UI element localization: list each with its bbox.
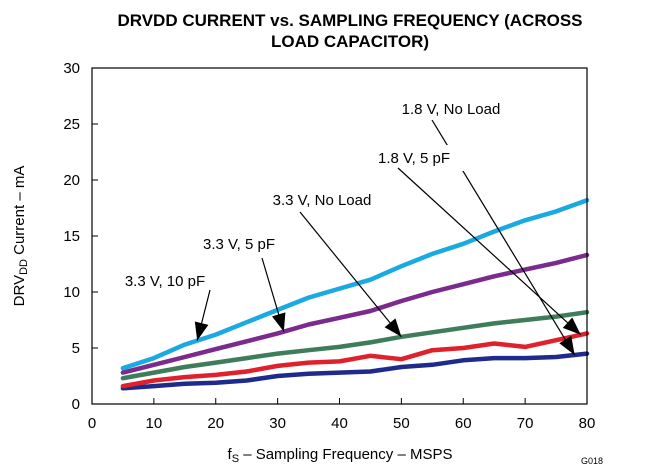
x-axis-label: fS – Sampling Frequency – MSPS [228, 446, 453, 465]
annotation-arrowhead-4 [194, 321, 209, 341]
annotation-arrowhead-1 [562, 317, 581, 335]
y-axis-label-sub: DD [18, 259, 30, 275]
y-tick-label-6: 30 [63, 60, 80, 77]
chart-title-line-1: DRVDD CURRENT vs. SAMPLING FREQUENCY (AC… [117, 11, 582, 30]
y-tick-label-0: 0 [72, 396, 80, 413]
y-tick-label-1: 5 [72, 340, 80, 357]
series-line-1 [120, 331, 590, 389]
y-tick-label-3: 15 [63, 228, 80, 245]
chart-title: DRVDD CURRENT vs. SAMPLING FREQUENCY (AC… [117, 11, 582, 51]
x-tick-label-3: 30 [269, 415, 286, 432]
annotation-leader-2 [299, 211, 402, 338]
x-tick-label-6: 60 [455, 415, 472, 432]
x-tick-label-2: 20 [207, 415, 224, 432]
plot-series [120, 197, 590, 391]
y-axis-label-main: DRV [11, 275, 28, 306]
series-annotations: 1.8 V, No Load 1.8 V, 5 pF 3.3 V, No Load 3… [113, 96, 582, 356]
x-tick-label-7: 70 [517, 415, 534, 432]
annotation-label-4: 3.3 V, 10 pF [125, 273, 205, 290]
annotation-label-3: 3.3 V, 5 pF [203, 236, 275, 253]
x-axis-label-sub: S [232, 453, 239, 465]
y-tick-label-2: 10 [63, 284, 80, 301]
x-axis-ticks: 0 10 20 30 40 50 60 70 80 [88, 398, 596, 432]
annotation-box-2 [256, 187, 388, 213]
x-axis-label-rest: – Sampling Frequency – MSPS [239, 446, 452, 463]
series-line-3 [120, 252, 590, 375]
y-axis-ticks: 0 5 10 15 20 25 30 [63, 60, 98, 413]
chart-title-line-2: LOAD CAPACITOR) [271, 32, 429, 51]
x-tick-label-8: 80 [579, 415, 596, 432]
x-axis-label-main: f [228, 446, 233, 463]
x-tick-label-4: 40 [331, 415, 348, 432]
annotation-label-0: 1.8 V, No Load [402, 101, 501, 118]
y-tick-label-4: 20 [63, 172, 80, 189]
annotation-arrowhead-0 [559, 335, 575, 355]
annotation-label-2: 3.3 V, No Load [273, 192, 372, 209]
y-axis-label: DRVDD Current – mA [11, 166, 30, 307]
annotation-box-3 [190, 232, 288, 256]
x-tick-label-0: 0 [88, 415, 96, 432]
series-line-2 [120, 309, 590, 381]
series-line-0 [120, 351, 590, 391]
figure-code: G018 [581, 456, 603, 466]
y-axis-label-rest: Current – mA [11, 166, 28, 259]
annotation-box-0 [382, 96, 520, 122]
x-tick-label-1: 10 [146, 415, 163, 432]
annotation-box-1 [355, 145, 473, 171]
annotation-leader-1 [397, 167, 582, 336]
y-tick-label-5: 25 [63, 116, 80, 133]
x-tick-label-5: 50 [393, 415, 410, 432]
annotation-arrowhead-3 [271, 312, 286, 332]
series-line-4 [120, 197, 590, 371]
annotation-box-4 [113, 268, 217, 294]
annotation-arrowhead-2 [384, 318, 402, 337]
annotation-label-1: 1.8 V, 5 pF [378, 150, 450, 167]
